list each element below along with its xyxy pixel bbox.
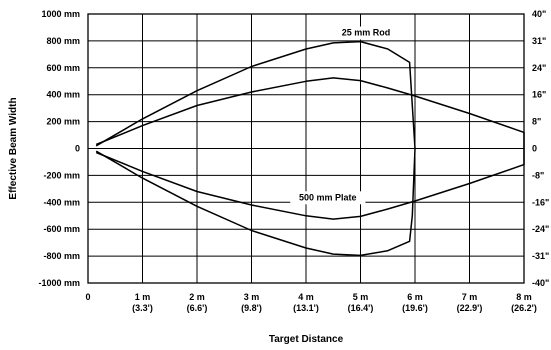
annotation-background <box>290 191 366 205</box>
x-tick-sublabel: (16.4') <box>348 303 374 313</box>
y-right-tick-label: 24" <box>532 63 546 73</box>
x-tick-label: 6 m <box>407 292 423 302</box>
y-axis-right: 40" 31" 24" 16" 8" 0 -8" -16" -24" -31" -40" <box>532 9 549 288</box>
x-axis-label: Target Distance <box>269 334 344 345</box>
x-tick-sublabel: (22.9') <box>457 303 483 313</box>
x-tick-sublabel: (3.3') <box>132 303 153 313</box>
y-right-tick-label: 8" <box>532 117 541 127</box>
y-left-tick-label: 800 mm <box>46 36 80 46</box>
x-tick-sublabel: (19.6') <box>402 303 428 313</box>
x-tick-label: 3 m <box>244 292 260 302</box>
x-tick-sublabel: (13.1') <box>293 303 319 313</box>
x-tick-label: 5 m <box>353 292 369 302</box>
y-right-tick-label: 16" <box>532 90 546 100</box>
series-annotation-0: 25 mm Rod <box>342 28 391 38</box>
annotation-background <box>336 26 396 40</box>
y-left-tick-label: -800 mm <box>43 251 80 261</box>
y-left-tick-label: -1000 mm <box>38 278 80 288</box>
x-tick-label: 4 m <box>298 292 314 302</box>
y-axis-label: Effective Beam Width <box>8 97 19 199</box>
x-tick-sublabel: (26.2') <box>511 303 537 313</box>
series-annotation-1: 500 mm Plate <box>299 192 357 202</box>
x-tick-label: 7 m <box>462 292 478 302</box>
y-left-tick-label: 200 mm <box>46 117 80 127</box>
annotations: 25 mm Rod 500 mm Plate <box>290 26 396 205</box>
y-left-tick-label: -400 mm <box>43 197 80 207</box>
y-left-tick-label: -200 mm <box>43 170 80 180</box>
y-right-tick-label: -31" <box>532 251 549 261</box>
y-right-tick-label: 0 <box>532 144 537 154</box>
x-tick-sublabel: (9.8') <box>241 303 262 313</box>
y-left-tick-label: 1000 mm <box>41 9 80 19</box>
y-right-tick-label: -16" <box>532 197 549 207</box>
y-left-tick-label: -600 mm <box>43 224 80 234</box>
x-tick-label: 8 m <box>516 292 532 302</box>
y-axis-left: 1000 mm 800 mm 600 mm 400 mm 200 mm 0 -200 mm -… <box>38 9 80 288</box>
x-axis: 0 1 m(3.3') 2 m(6.6') 3 m(9.8') 4 m(13.1') 5 … <box>85 292 536 313</box>
x-tick-label: 1 m <box>135 292 151 302</box>
series-line-0 <box>95 40 416 257</box>
x-tick-label: 0 <box>85 292 90 302</box>
y-right-tick-label: 40" <box>532 9 546 19</box>
y-right-tick-label: 31" <box>532 36 546 46</box>
y-left-tick-label: 0 <box>75 144 80 154</box>
y-right-tick-label: -8" <box>532 170 544 180</box>
x-tick-sublabel: (6.6') <box>187 303 208 313</box>
y-left-tick-label: 600 mm <box>46 63 80 73</box>
grid <box>87 13 525 284</box>
plot-frame <box>87 13 525 284</box>
y-right-tick-label: -24" <box>532 224 549 234</box>
y-left-tick-label: 400 mm <box>46 90 80 100</box>
x-tick-label: 2 m <box>189 292 205 302</box>
y-right-tick-label: -40" <box>532 278 549 288</box>
